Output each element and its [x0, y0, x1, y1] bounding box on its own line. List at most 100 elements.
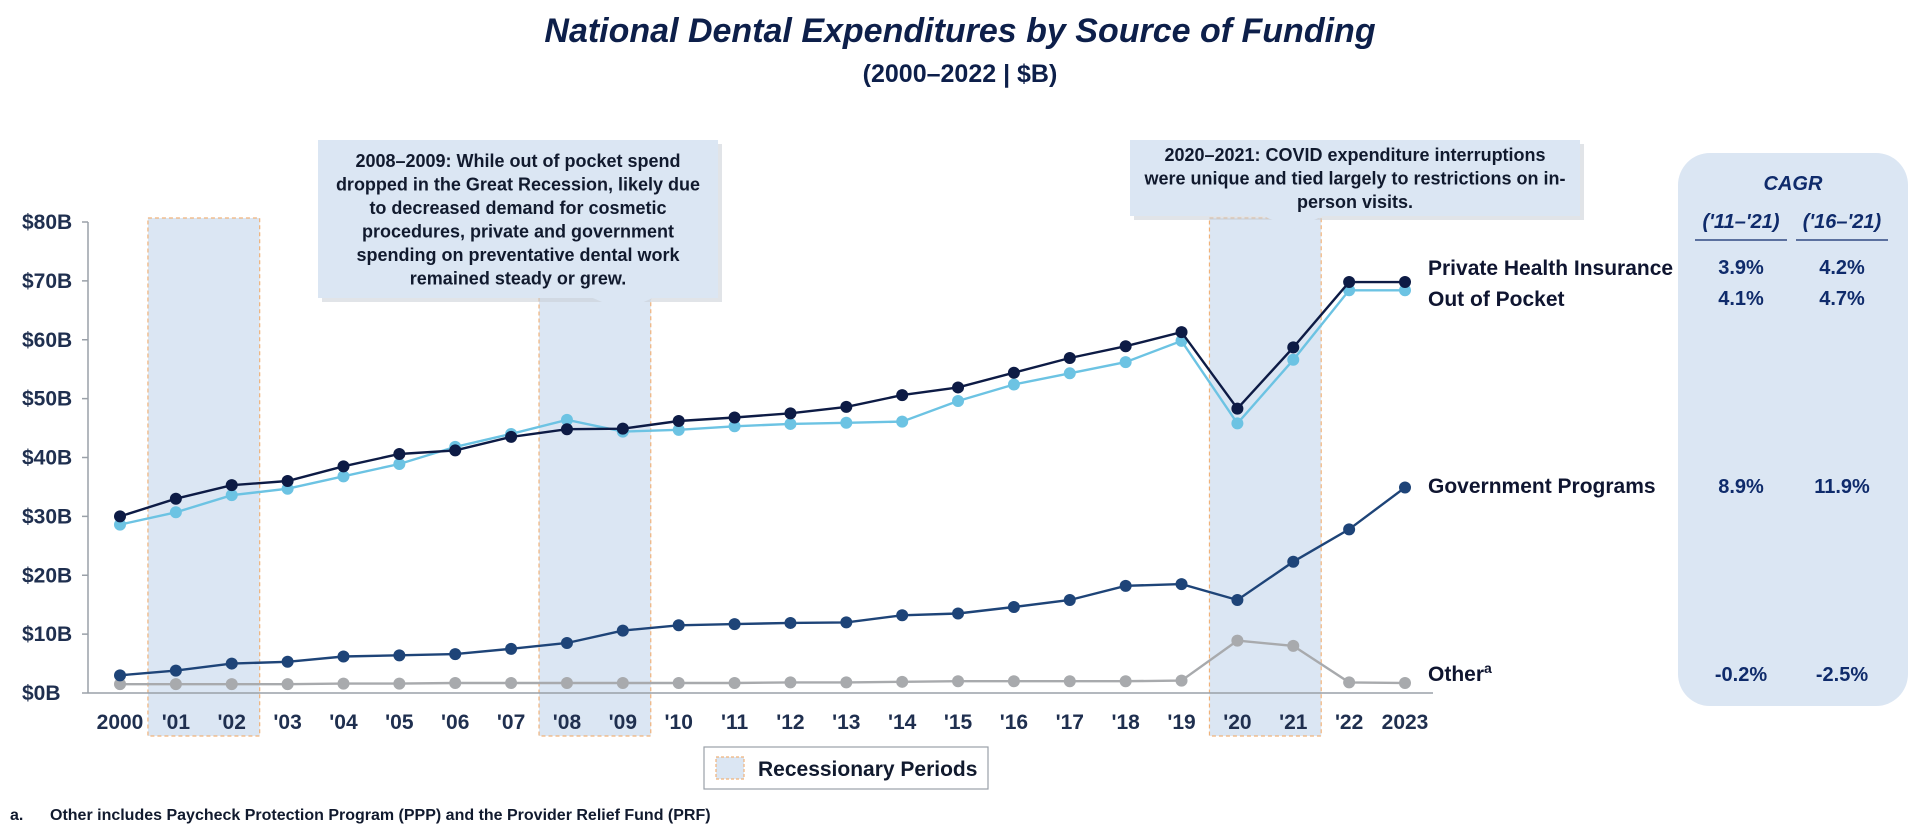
series-labels: Private Health Insurance Out of Pocket Gov…: [1428, 257, 1673, 686]
data-point: [1399, 481, 1411, 494]
data-point: [784, 616, 797, 629]
data-point: [1175, 578, 1188, 591]
data-point: [114, 669, 126, 682]
series-label: Othera: [1428, 660, 1492, 686]
data-point: [1063, 352, 1076, 365]
x-tick-label: '01: [162, 711, 191, 734]
data-point: [1119, 340, 1132, 353]
data-point: [560, 676, 573, 689]
recession-band-2: [1208, 217, 1322, 737]
data-point: [1399, 276, 1411, 289]
x-tick-label: '10: [665, 711, 693, 734]
callout-great-recession: 2008–2009: While out of pocket spend drop…: [318, 140, 722, 311]
data-point: [1007, 366, 1020, 379]
series-line: [120, 639, 1406, 686]
data-point: [1007, 601, 1020, 614]
series-line: [119, 280, 1405, 518]
footnote-marker: a.: [10, 807, 23, 824]
callout-text-line: spending on preventative dental work: [356, 245, 680, 265]
chart-title: National Dental Expenditures by Source o…: [544, 12, 1375, 50]
data-point: [505, 676, 518, 689]
data-point: [952, 675, 965, 688]
data-point: [1063, 675, 1076, 688]
x-tick-label: '16: [1000, 711, 1028, 734]
callout-text-line: were unique and tied largely to restrict…: [1143, 169, 1565, 189]
data-point: [449, 676, 462, 689]
callout-pointer: [1263, 216, 1324, 229]
x-tick-label: 2000: [97, 711, 144, 734]
x-tick-label: '17: [1056, 711, 1084, 734]
data-point: [1287, 353, 1300, 366]
data-point: [784, 407, 797, 420]
y-tick-label: $60B: [22, 329, 72, 352]
series-label-superscript: a: [1484, 660, 1492, 676]
cagr-value: 3.9%: [1718, 257, 1764, 279]
data-point: [1175, 674, 1188, 687]
callout-pointer: [592, 298, 653, 311]
y-tick-label: $30B: [22, 505, 72, 528]
data-point: [728, 411, 741, 424]
x-tick-label: '05: [385, 711, 414, 734]
series-label: Private Health Insurance: [1428, 257, 1673, 280]
data-point: [505, 642, 518, 655]
callout-box: [318, 140, 718, 298]
x-tick-label: '14: [888, 711, 917, 734]
data-point: [672, 676, 685, 689]
cagr-panel-bg: [1678, 153, 1908, 706]
footnote: a. Other includes Paycheck Protection Pro…: [10, 807, 711, 824]
data-point: [114, 510, 126, 523]
y-tick-label: $70B: [22, 270, 72, 293]
x-tick-label: '12: [776, 711, 804, 734]
axes: $0B $10B $20B $30B $40B $50B $60B $70B $80B 2000 '…: [22, 211, 1433, 734]
data-point: [393, 677, 406, 690]
data-point: [560, 423, 573, 436]
data-point: [1287, 341, 1300, 354]
x-tick-label: '07: [497, 711, 525, 734]
data-point: [896, 389, 909, 402]
series-lines: [114, 276, 1411, 691]
series-label: Out of Pocket: [1428, 288, 1565, 311]
y-tick-label: $20B: [22, 564, 72, 587]
data-point: [169, 506, 182, 519]
data-point: [672, 423, 685, 436]
data-point: [1119, 356, 1132, 369]
cagr-value: 4.7%: [1819, 288, 1865, 310]
x-tick-label: '15: [944, 711, 973, 734]
data-point: [281, 678, 294, 691]
data-point: [225, 678, 238, 691]
data-point: [281, 655, 294, 668]
y-tick-label: $10B: [22, 623, 72, 646]
data-point: [1343, 523, 1356, 536]
x-tick-label: '11: [721, 711, 749, 734]
y-tick-label: $40B: [22, 447, 72, 470]
x-tick-label: '03: [273, 711, 301, 734]
data-point: [393, 457, 406, 470]
cagr-value: -2.5%: [1816, 664, 1868, 686]
data-point: [952, 394, 965, 407]
x-tick-label: '09: [609, 711, 637, 734]
callout-text-line: remained steady or grew.: [410, 269, 626, 289]
y-tick-label: $80B: [22, 211, 72, 234]
data-point: [952, 607, 965, 620]
cagr-column-header: ('11–'21): [1703, 211, 1780, 233]
callout-text-line: dropped in the Great Recession, likely d…: [336, 175, 700, 195]
y-tick-label: $50B: [22, 388, 72, 411]
chart-subtitle: (2000–2022 | $B): [863, 60, 1058, 88]
legend-swatch: [715, 756, 745, 780]
callout-text-line: to decreased demand for cosmetic: [369, 198, 666, 218]
data-point: [728, 420, 741, 433]
data-point: [1231, 634, 1244, 647]
data-point: [1063, 367, 1076, 380]
series-label: Government Programs: [1428, 475, 1656, 498]
data-point: [1007, 378, 1020, 391]
data-point: [616, 676, 629, 689]
callout-covid: 2020–2021: COVID expenditure interruptio…: [1130, 140, 1584, 229]
data-point: [1007, 675, 1020, 688]
legend-box: [703, 746, 989, 790]
legend: Recessionary Periods: [703, 746, 989, 790]
data-point: [1231, 402, 1244, 415]
data-point: [281, 475, 294, 488]
callout-text-line: 2008–2009: While out of pocket spend: [355, 151, 680, 171]
data-point: [784, 676, 797, 689]
series-line: [119, 289, 1405, 526]
